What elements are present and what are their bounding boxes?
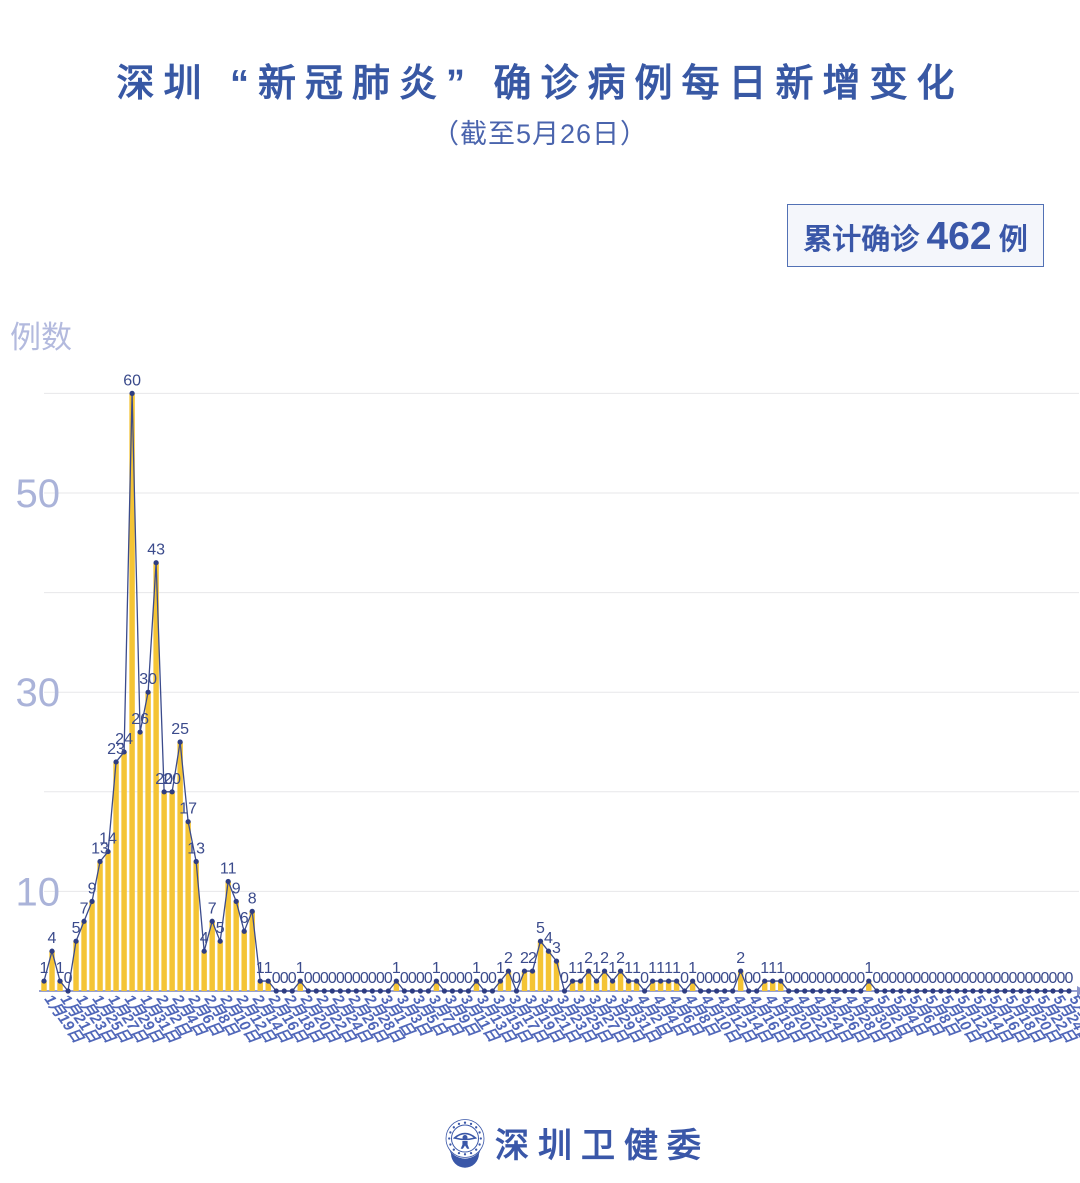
svg-text:5: 5 <box>72 920 81 937</box>
svg-text:9: 9 <box>88 880 97 897</box>
svg-text:4: 4 <box>48 930 57 947</box>
svg-text:26: 26 <box>131 711 149 728</box>
svg-text:10: 10 <box>16 870 61 914</box>
svg-text:43: 43 <box>147 542 165 559</box>
svg-text:2: 2 <box>736 950 745 967</box>
svg-text:60: 60 <box>123 372 141 389</box>
svg-text:24: 24 <box>115 731 133 748</box>
svg-text:6: 6 <box>240 910 249 927</box>
svg-text:0: 0 <box>512 970 521 987</box>
svg-text:13: 13 <box>187 841 205 858</box>
svg-text:2: 2 <box>504 950 513 967</box>
svg-text:0: 0 <box>728 970 737 987</box>
svg-text:9: 9 <box>232 880 241 897</box>
svg-text:14: 14 <box>99 831 117 848</box>
svg-text:17: 17 <box>179 801 197 818</box>
svg-text:50: 50 <box>16 472 61 516</box>
svg-text:4: 4 <box>200 930 209 947</box>
svg-text:30: 30 <box>16 671 61 715</box>
svg-text:0: 0 <box>1065 970 1074 987</box>
svg-text:3: 3 <box>552 940 561 957</box>
svg-text:30: 30 <box>139 671 157 688</box>
svg-text:7: 7 <box>208 900 217 917</box>
svg-text:5: 5 <box>216 920 225 937</box>
svg-text:7: 7 <box>80 900 89 917</box>
svg-text:1: 1 <box>40 960 49 977</box>
svg-text:11: 11 <box>220 860 237 877</box>
svg-text:20: 20 <box>163 771 181 788</box>
svg-text:2: 2 <box>528 950 537 967</box>
svg-text:25: 25 <box>171 721 189 738</box>
svg-text:0: 0 <box>64 970 73 987</box>
svg-text:8: 8 <box>248 890 257 907</box>
